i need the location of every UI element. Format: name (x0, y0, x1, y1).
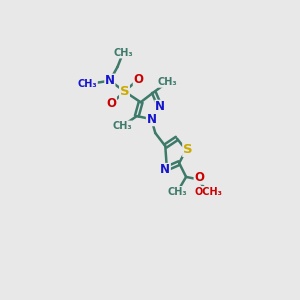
Text: N: N (146, 113, 156, 126)
Text: N: N (105, 74, 115, 87)
Text: CH₃: CH₃ (158, 77, 177, 87)
Text: N: N (155, 100, 165, 113)
Text: S: S (183, 143, 192, 157)
Text: CH₃: CH₃ (112, 121, 132, 131)
Text: OCH₃: OCH₃ (194, 187, 222, 196)
Text: S: S (120, 85, 129, 98)
Text: O: O (194, 171, 204, 184)
Text: CH₃: CH₃ (167, 187, 187, 196)
Text: N: N (160, 164, 170, 176)
Text: CH₃: CH₃ (78, 79, 97, 89)
Text: O: O (134, 73, 143, 85)
Text: CH₃: CH₃ (113, 48, 133, 58)
Text: O: O (106, 97, 116, 110)
